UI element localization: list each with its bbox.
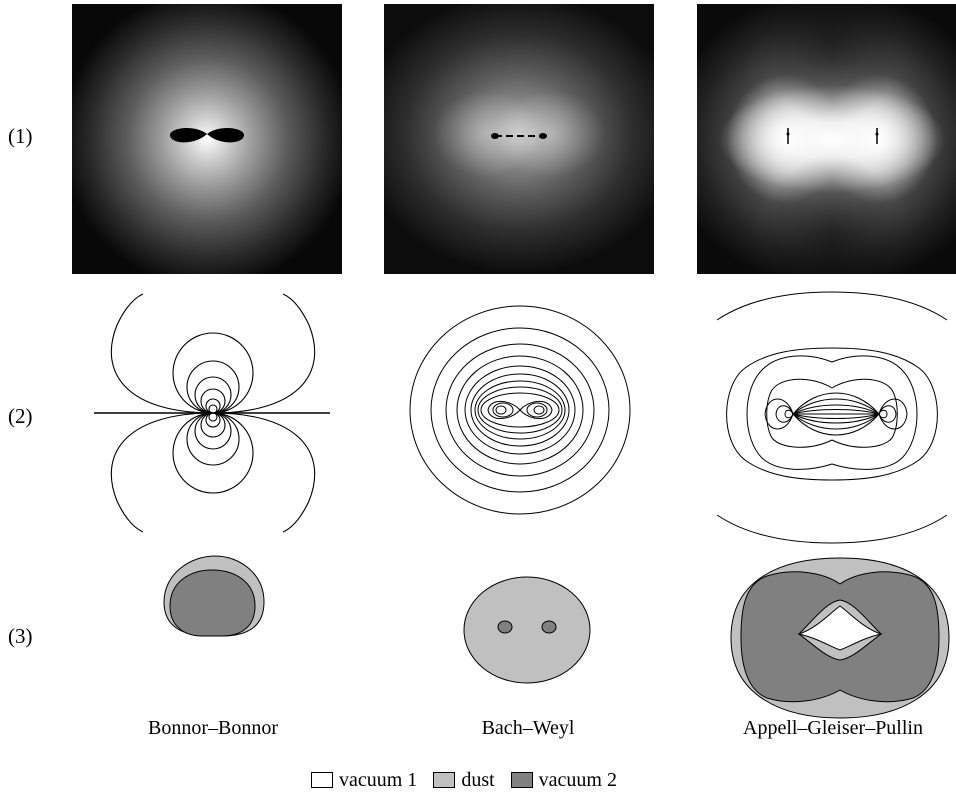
region-diagram-bach-weyl bbox=[463, 576, 591, 684]
density-plot-appell-gleiser-pullin bbox=[697, 4, 956, 274]
contour-plot-bonnor-bonnor bbox=[94, 293, 330, 533]
region-diagram-bonnor-bonnor bbox=[163, 555, 265, 637]
legend-label-vacuum-2: vacuum 2 bbox=[538, 768, 617, 791]
legend-swatch-dust bbox=[433, 772, 456, 788]
legend-item-vacuum-2: vacuum 2 bbox=[510, 768, 617, 792]
contour-plot-appell-gleiser-pullin bbox=[716, 291, 948, 544]
legend: vacuum 1 dust vacuum 2 bbox=[311, 768, 633, 792]
row-label-3: (3) bbox=[8, 624, 33, 648]
caption-appell-gleiser-pullin: Appell–Gleiser–Pullin bbox=[743, 717, 923, 739]
contour-plot-bach-weyl bbox=[409, 305, 631, 515]
legend-swatch-vacuum-2 bbox=[510, 772, 533, 788]
density-plot-bach-weyl bbox=[384, 4, 654, 274]
legend-item-dust: dust bbox=[433, 768, 495, 792]
row-label-2: (2) bbox=[8, 404, 33, 428]
legend-label-dust: dust bbox=[461, 768, 495, 791]
region-diagram-appell-gleiser-pullin bbox=[730, 557, 950, 719]
legend-swatch-vacuum-1 bbox=[311, 772, 333, 788]
row-label-1: (1) bbox=[8, 124, 33, 148]
caption-bonnor-bonnor: Bonnor–Bonnor bbox=[148, 717, 278, 739]
legend-item-vacuum-1: vacuum 1 bbox=[311, 769, 417, 792]
legend-label-vacuum-1: vacuum 1 bbox=[339, 768, 418, 791]
caption-bach-weyl: Bach–Weyl bbox=[481, 717, 575, 739]
density-plot-bonnor-bonnor bbox=[72, 4, 342, 274]
